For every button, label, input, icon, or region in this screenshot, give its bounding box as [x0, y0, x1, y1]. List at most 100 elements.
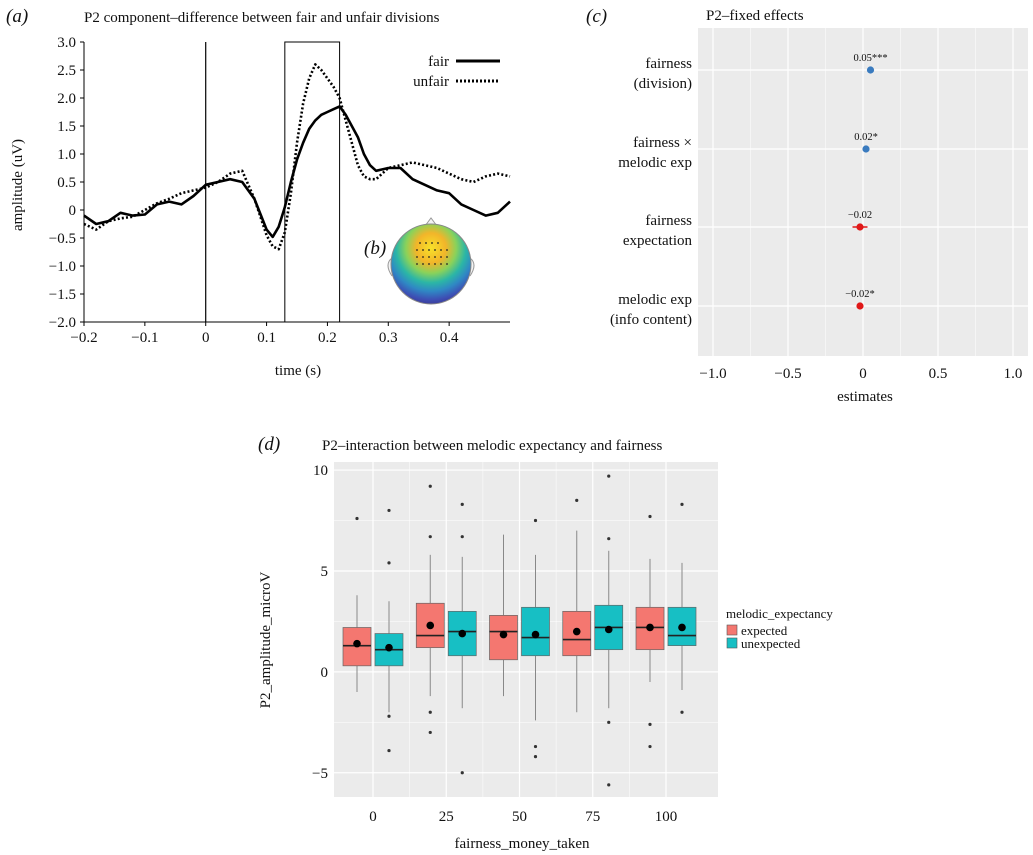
electrode-dot: [422, 249, 424, 251]
chart-c-xtick-label: −1.0: [699, 366, 726, 382]
chart-d-ylabel: P2_amplitude_microV: [258, 572, 274, 709]
chart-a-ytick-label: −1.0: [49, 259, 76, 275]
scalp-topography: [387, 217, 475, 305]
electrode-dot: [428, 263, 430, 265]
chart-d-mean-point: [353, 639, 361, 648]
chart-c-title: P2–fixed effects: [706, 8, 804, 24]
chart-d-legend: melodic_expectancy expected unexpected: [726, 606, 833, 651]
chart-d-outlier-point: [607, 720, 611, 724]
panel-label-b: (b): [364, 238, 386, 259]
chart-d-xtick-label: 50: [512, 809, 527, 825]
chart-d-outlier-point: [648, 744, 652, 749]
legend-a-fair-label: fair: [428, 54, 449, 70]
chart-d-outlier-point: [680, 502, 684, 506]
chart-c-xtick-label: −0.5: [774, 366, 801, 382]
chart-c-xtick-label: 0: [859, 366, 867, 382]
chart-d-outlier-point: [575, 498, 579, 502]
chart-a-xtick-label: 0.3: [379, 330, 398, 346]
chart-d-mean-point: [646, 623, 654, 632]
chart-d-outlier-point: [680, 710, 684, 714]
chart-c-estimate-point: [856, 302, 864, 310]
electrode-dot: [419, 242, 421, 244]
chart-a-xtick-label: 0.4: [440, 330, 459, 346]
chart-a-xtick-label: −0.1: [131, 330, 158, 346]
chart-a-series-fair: [83, 105, 511, 239]
chart-d-outlier-point: [355, 516, 359, 521]
chart-d-box-unexpected: [447, 610, 477, 657]
chart-c-category-label: (info content): [610, 312, 692, 328]
chart-a-xtick-label: 0.2: [318, 330, 337, 346]
chart-d-outlier-point: [428, 484, 432, 488]
chart-d-mean-point: [572, 627, 581, 636]
chart-d-outlier-point: [533, 755, 538, 759]
electrode-dot: [434, 249, 436, 251]
chart-a-series-unfair: [83, 63, 511, 251]
chart-d-outlier-point: [533, 518, 538, 523]
legend-d-expected-swatch: [726, 624, 738, 636]
chart-a-ytick-label: 3.0: [57, 35, 76, 51]
electrode-dot: [446, 256, 448, 258]
chart-a-ytick-label: 1.5: [57, 119, 76, 135]
electrode-dot: [416, 263, 418, 265]
chart-a-ytick-label: −2.0: [49, 315, 76, 331]
chart-d-outlier-point: [428, 710, 432, 714]
chart-d-outlier-point: [387, 748, 391, 753]
chart-d-outlier-point: [533, 744, 538, 749]
chart-d-ytick-label: −5: [312, 766, 328, 782]
chart-a-ytick-label: 2.5: [57, 63, 76, 79]
panel-label-d: (d): [258, 434, 280, 455]
chart-c-category-label: (division): [634, 76, 692, 92]
chart-d-mean-point: [531, 630, 540, 639]
chart-d-mean-point: [426, 621, 435, 630]
chart-c-category-label: melodic exp: [618, 292, 692, 308]
chart-d-xlabel: fairness_money_taken: [455, 836, 590, 852]
chart-d-outlier-point: [460, 502, 464, 506]
chart-c-xlabel: estimates: [837, 389, 893, 405]
chart-d-xtick-label: 100: [655, 809, 678, 825]
legend-d-title: melodic_expectancy: [726, 606, 833, 621]
legend-d-unexpected-label: unexpected: [741, 636, 801, 651]
chart-c-category-label: melodic exp: [618, 155, 692, 171]
head-map-shape: [390, 223, 472, 305]
chart-a-xlabel: time (s): [275, 363, 321, 379]
chart-d-title: P2–interaction between melodic expectanc…: [322, 438, 662, 454]
electrode-dot: [437, 242, 439, 244]
electrode-dot: [428, 249, 430, 251]
chart-d-outlier-point: [460, 771, 464, 775]
chart-d-outlier-point: [607, 474, 611, 478]
chart-a-plot: 3.0 2.5 2.0 1.5 1.0 0.5 0 −0.5 −1.0 −1.5 −2.0−0.2 −…: [49, 35, 511, 346]
chart-a-ytick-label: −1.5: [49, 287, 76, 303]
chart-c-category-label: fairness: [645, 213, 692, 229]
chart-c-estimate-point: [866, 66, 875, 74]
legend-d-expected-label: expected: [741, 623, 788, 638]
chart-a-xtick-label: −0.2: [70, 330, 97, 346]
chart-c-estimate-label: −0.02*: [845, 289, 875, 300]
electrode-dot: [416, 256, 418, 258]
chart-a-xtick-label: 0: [202, 330, 210, 346]
chart-d-outlier-point: [387, 714, 391, 718]
chart-c-xtick-label: 1.0: [1004, 366, 1023, 382]
chart-d-outlier-point: [607, 537, 611, 541]
chart-d-mean-point: [499, 630, 508, 639]
chart-d-outlier-point: [387, 561, 391, 565]
chart-d-xtick-label: 25: [439, 809, 454, 825]
chart-c-category-label: fairness: [645, 56, 692, 72]
chart-c-category-label: expectation: [623, 233, 693, 249]
legend-d-unexpected-swatch: [726, 637, 738, 649]
chart-c-estimate-label: −0.02: [848, 210, 872, 221]
chart-c-xtick-label: 0.5: [929, 366, 948, 382]
chart-d-outlier-point: [648, 514, 652, 519]
electrode-dot: [422, 256, 424, 258]
chart-a-legend: fair unfair: [413, 54, 500, 90]
electrode-dot: [440, 256, 442, 258]
electrode-dot: [431, 242, 433, 244]
electrode-dot: [434, 256, 436, 258]
electrode-dot: [416, 249, 418, 251]
chart-a-p2-window: [284, 41, 341, 323]
chart-d-mean-point: [678, 623, 686, 632]
chart-d-mean-point: [458, 629, 467, 638]
chart-d-ytick-label: 10: [313, 463, 328, 479]
electrode-dot: [440, 249, 442, 251]
chart-d-outlier-point: [428, 535, 432, 539]
